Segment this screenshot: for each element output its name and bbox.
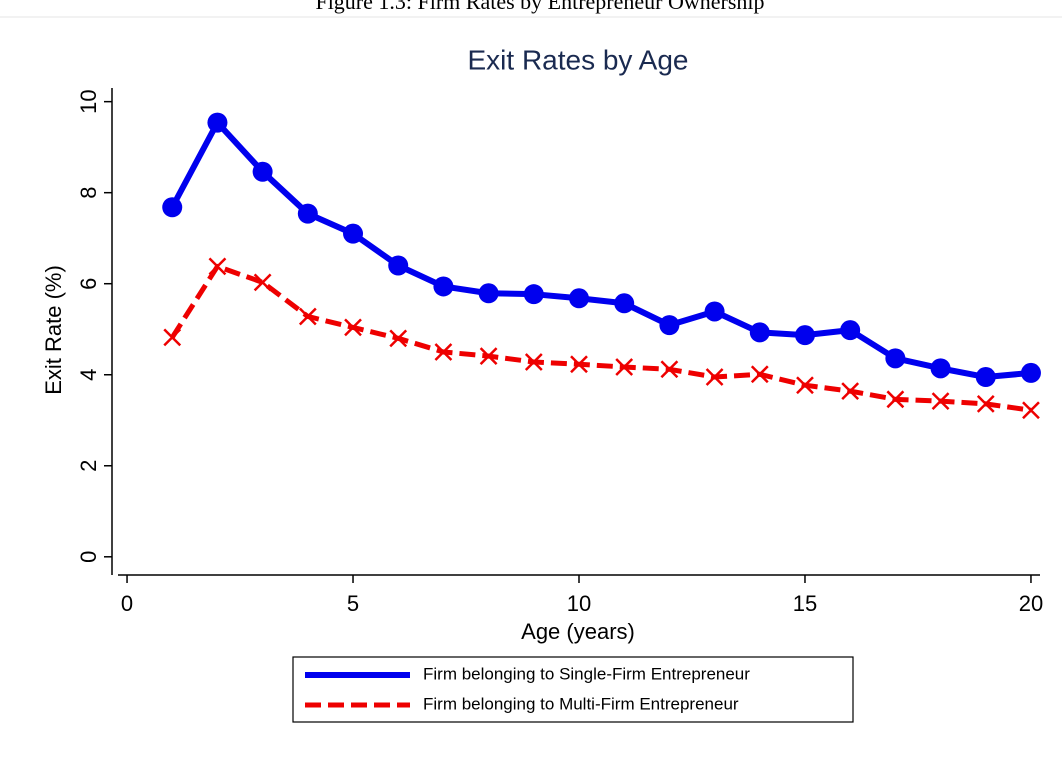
y-tick-label: 4	[76, 369, 101, 381]
point	[976, 394, 995, 413]
point	[931, 392, 950, 411]
point	[796, 376, 814, 395]
point	[388, 255, 409, 276]
point	[750, 365, 769, 384]
point	[1022, 401, 1040, 420]
point	[478, 283, 499, 304]
legend-label: Firm belonging to Single-Firm Entreprene…	[423, 664, 750, 683]
point	[343, 223, 364, 244]
point	[479, 347, 498, 365]
figure-caption: Figure 1.3: Firm Rates by Entrepreneur O…	[315, 0, 764, 14]
legend-label: Firm belonging to Multi-Firm Entrepreneu…	[423, 694, 739, 713]
point	[297, 203, 318, 224]
y-tick-label: 2	[76, 460, 101, 472]
point	[253, 273, 272, 292]
point	[569, 288, 589, 309]
x-tick-label: 0	[121, 591, 133, 616]
y-tick-label: 10	[76, 89, 101, 113]
point	[886, 390, 905, 409]
point	[163, 328, 182, 347]
point	[749, 322, 770, 343]
point	[252, 161, 273, 182]
point	[434, 343, 453, 361]
point	[840, 320, 861, 341]
point	[1020, 362, 1041, 383]
point	[344, 318, 362, 337]
point	[885, 348, 906, 369]
x-tick-label: 10	[567, 591, 591, 616]
legend-box	[292, 656, 854, 723]
point	[615, 358, 634, 376]
chart-title: Exit Rates by Age	[467, 44, 688, 75]
x-tick-label: 5	[347, 591, 359, 616]
x-tick-label: 20	[1019, 591, 1043, 616]
point	[930, 358, 951, 379]
point	[162, 197, 183, 218]
point	[659, 315, 680, 336]
series-line	[170, 263, 1032, 413]
point	[207, 112, 228, 133]
point	[705, 368, 724, 386]
x-tick-label: 15	[793, 591, 817, 616]
point	[298, 307, 317, 326]
point	[614, 293, 635, 314]
y-axis-label: Exit Rate (%)	[41, 265, 66, 395]
y-tick-label: 0	[76, 551, 101, 563]
point	[660, 360, 679, 379]
point	[570, 355, 588, 374]
point	[433, 276, 454, 297]
point	[794, 325, 815, 346]
point	[841, 382, 860, 401]
point	[524, 353, 543, 371]
point	[389, 329, 408, 348]
point	[975, 367, 996, 388]
point	[208, 257, 227, 276]
point	[704, 301, 725, 322]
point	[523, 284, 544, 305]
y-tick-label: 8	[76, 187, 101, 199]
y-tick-label: 6	[76, 278, 101, 290]
x-axis-label: Age (years)	[521, 619, 635, 644]
